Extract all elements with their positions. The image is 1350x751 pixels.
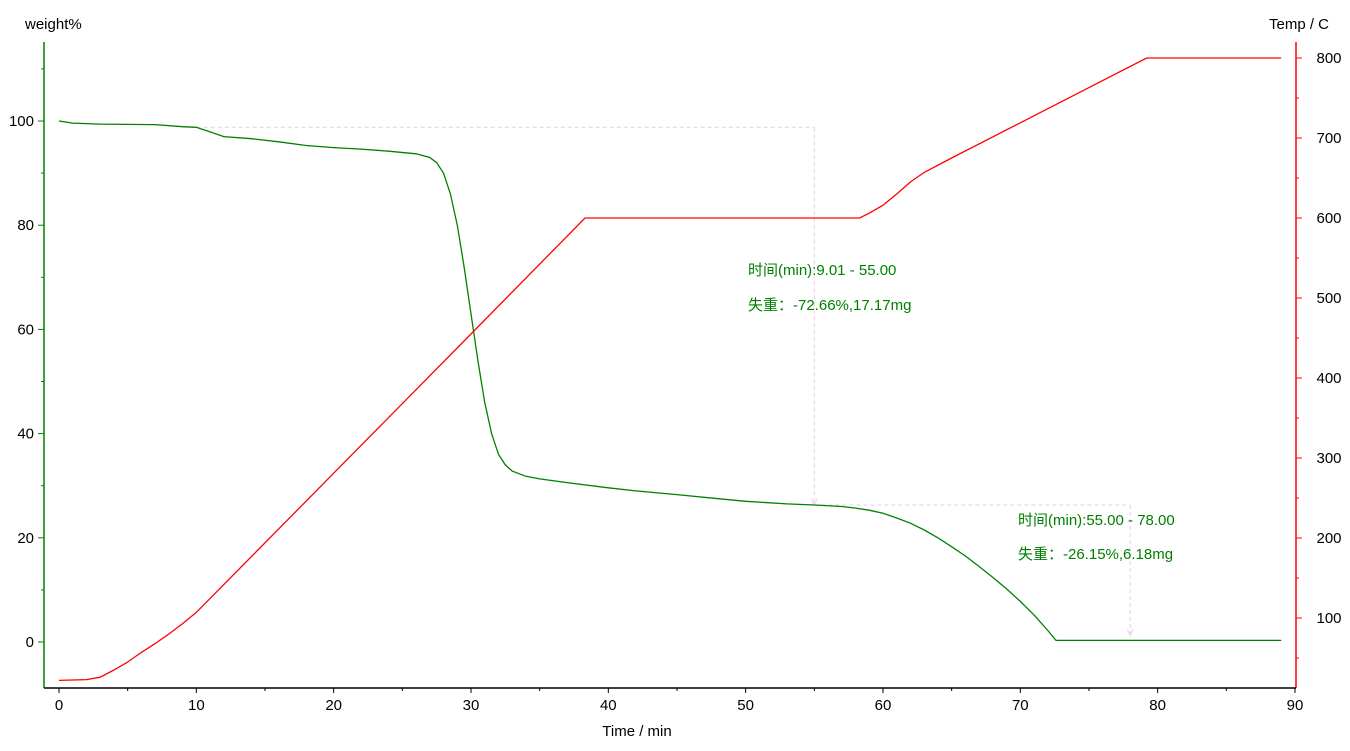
annotation-1-loss: 失重：-72.66%,17.17mg [748, 297, 911, 314]
annotation-2-time: 时间(min):55.00 - 78.00 [1018, 512, 1175, 529]
x-tick-label: 60 [875, 697, 892, 714]
x-axis-label: Time / min [602, 723, 671, 740]
x-tick-label: 90 [1287, 697, 1304, 714]
x-tick-label: 80 [1149, 697, 1166, 714]
x-tick-label: 40 [600, 697, 617, 714]
x-tick-label: 0 [55, 697, 63, 714]
y-left-tick-label: 20 [17, 530, 34, 547]
annotation-1-time: 时间(min):9.01 - 55.00 [748, 262, 896, 279]
x-tick-label: 50 [737, 697, 754, 714]
y-right-label: Temp / C [1269, 16, 1329, 33]
y-right-tick-label: 700 [1316, 130, 1341, 147]
y-right-tick-label: 200 [1316, 530, 1341, 547]
y-left-tick-label: 100 [9, 113, 34, 130]
y-right-tick-label: 800 [1316, 50, 1341, 67]
x-tick-label: 20 [325, 697, 342, 714]
y-left-tick-label: 40 [17, 426, 34, 443]
y-right-tick-label: 400 [1316, 370, 1341, 387]
y-left-tick-label: 60 [17, 321, 34, 338]
y-left-label: weight% [24, 16, 82, 33]
x-tick-label: 70 [1012, 697, 1029, 714]
x-tick-label: 30 [463, 697, 480, 714]
y-left-tick-label: 0 [26, 634, 34, 651]
y-right-tick-label: 600 [1316, 210, 1341, 227]
annotation-2-loss: 失重：-26.15%,6.18mg [1018, 546, 1173, 563]
weight-line [58, 120, 1282, 642]
y-right-tick-label: 500 [1316, 290, 1341, 307]
y-left-tick-label: 80 [17, 217, 34, 234]
annotation-2-arrow [1126, 629, 1134, 637]
x-tick-label: 10 [188, 697, 205, 714]
y-right-tick-label: 100 [1316, 610, 1341, 627]
y-right-tick-label: 300 [1316, 450, 1341, 467]
temperature-line [58, 57, 1282, 682]
